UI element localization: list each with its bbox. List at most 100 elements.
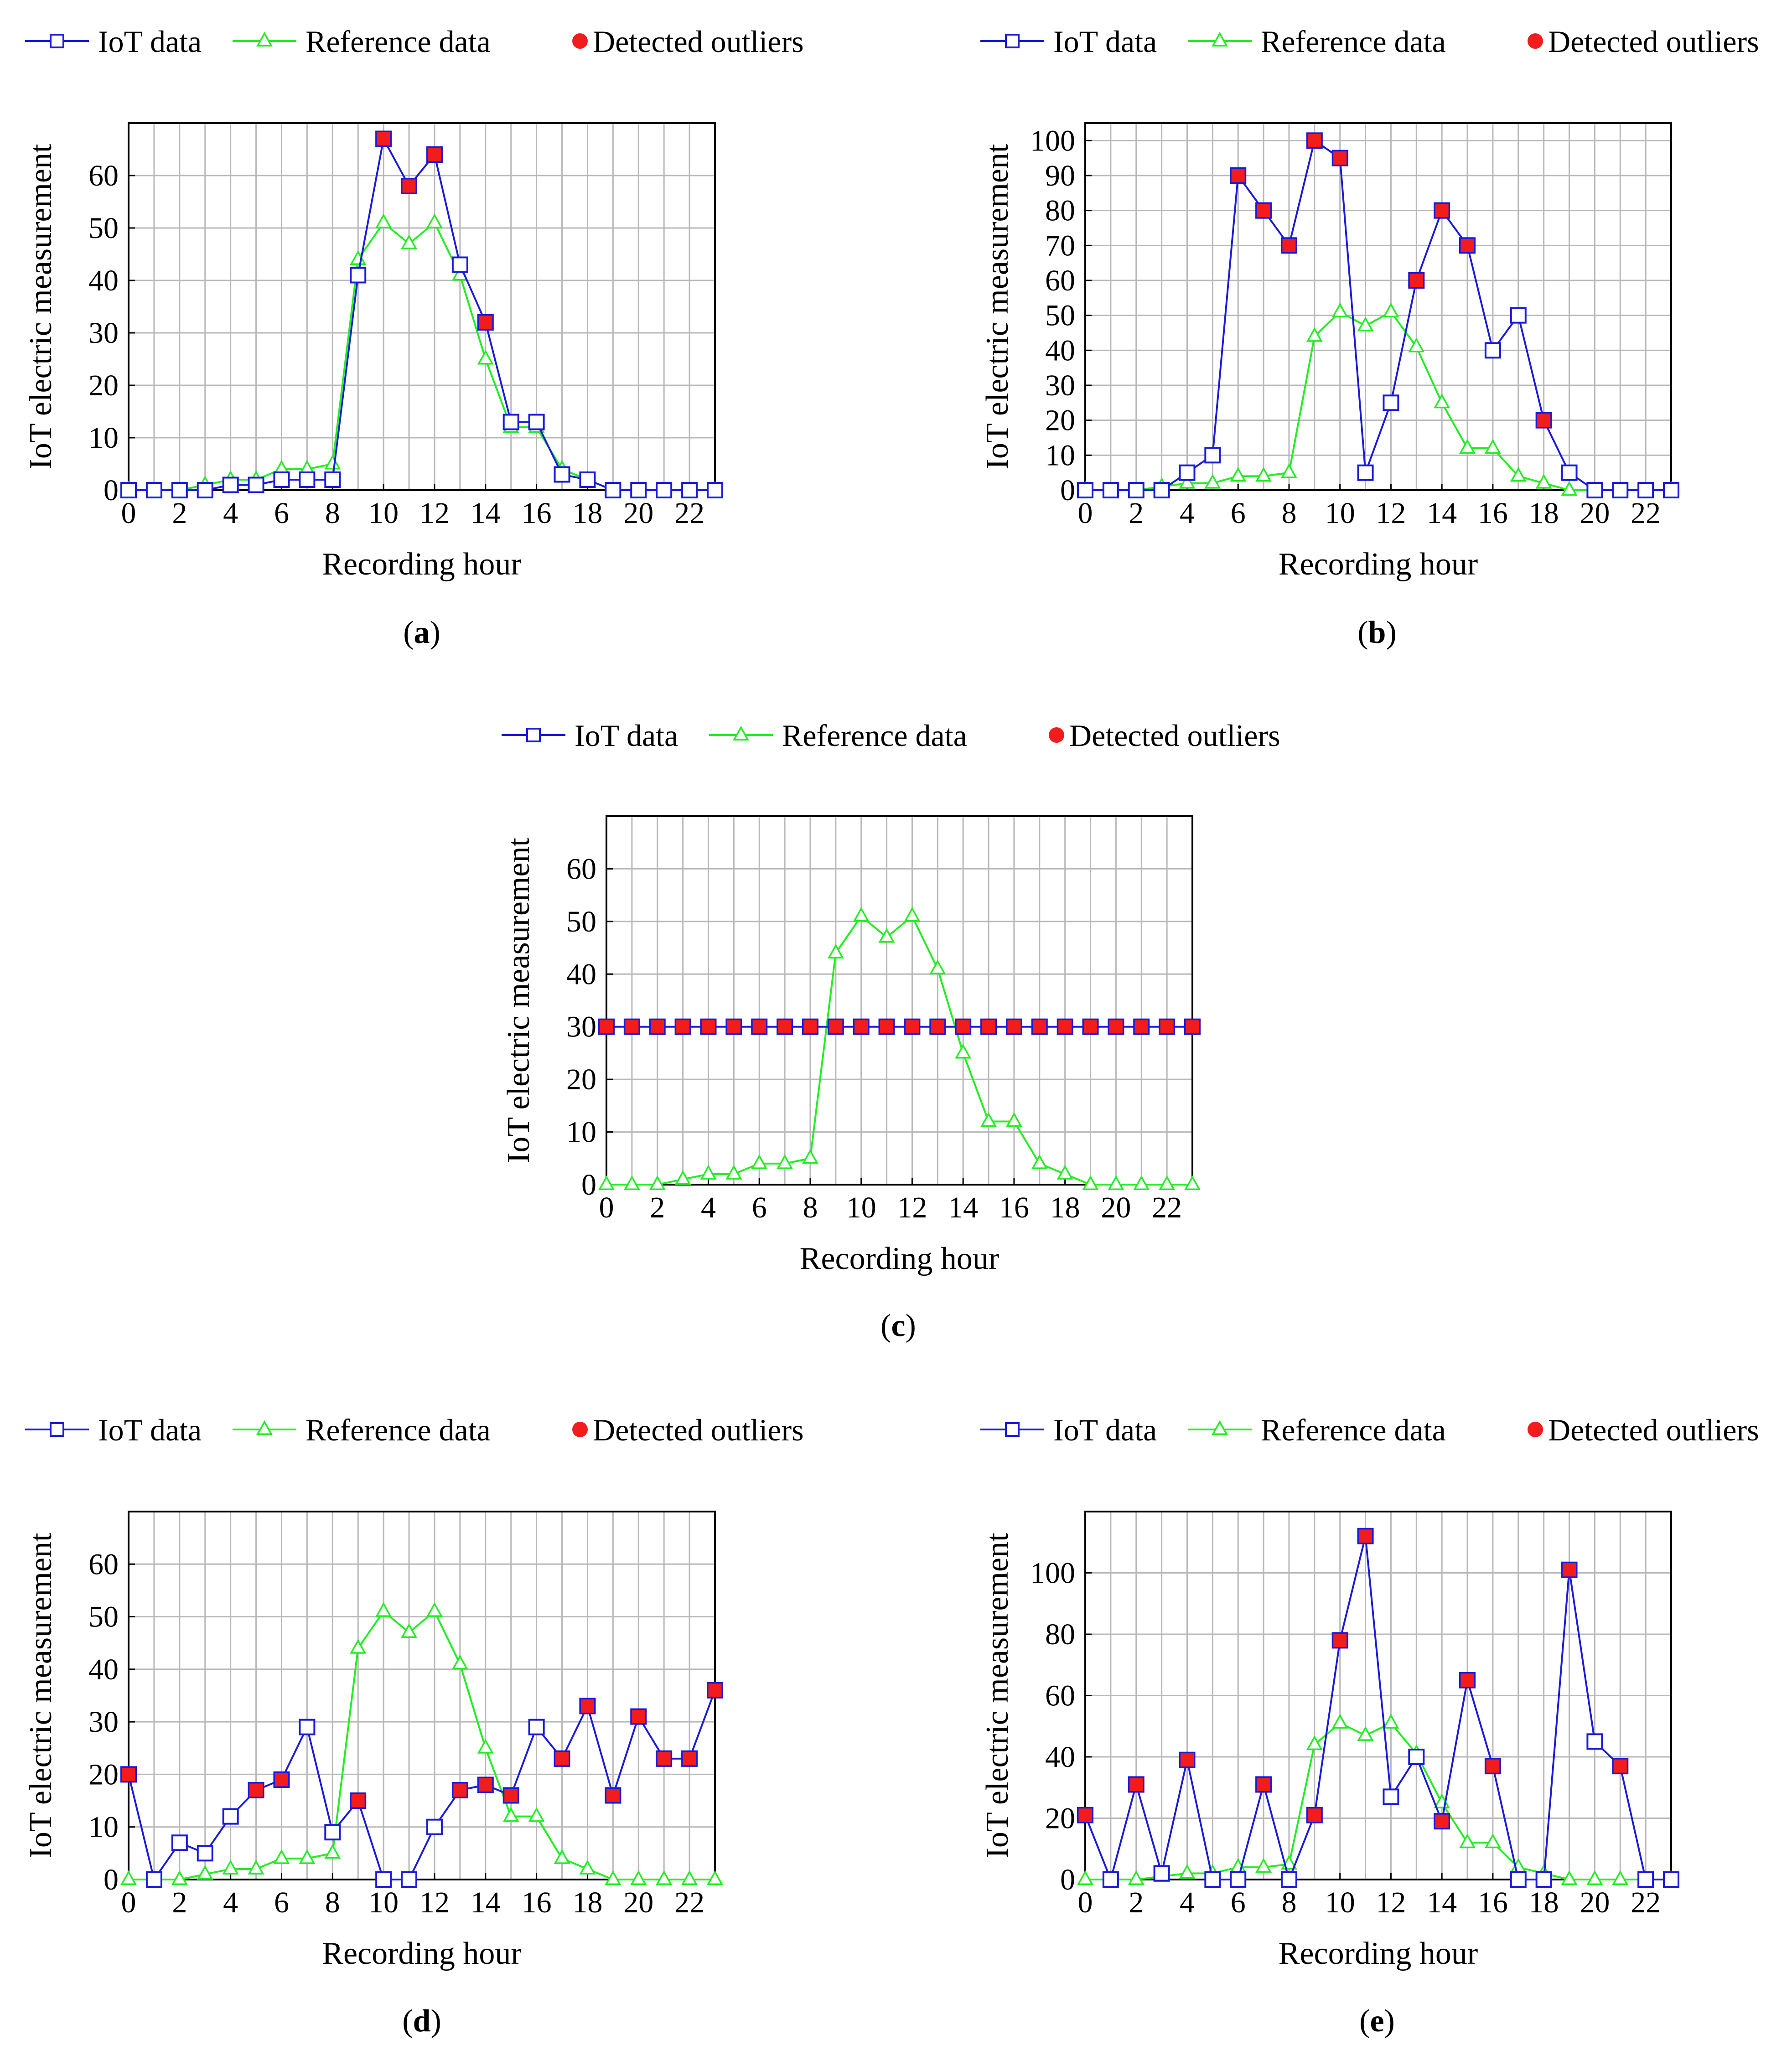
reference-point [1586, 1870, 1603, 1885]
iot-point [1561, 464, 1578, 481]
legend-outlier-label: Detected outliers [1069, 718, 1280, 753]
outlier-point [828, 1019, 844, 1035]
outlier-point [853, 1019, 870, 1035]
outlier-point [1031, 1019, 1048, 1035]
reference-point [299, 1849, 316, 1864]
y-tick-label: 0 [104, 1863, 119, 1896]
iot-point [656, 482, 673, 498]
x-tick-label: 14 [948, 1191, 978, 1224]
x-tick-label: 20 [1101, 1191, 1131, 1224]
y-tick-label: 30 [88, 316, 119, 350]
reference-point [273, 1849, 290, 1864]
iot-point [528, 1719, 545, 1735]
series-reference [120, 213, 723, 496]
x-axis-label: Recording hour [322, 1936, 521, 1971]
y-axis-label: IoT electric measurement [23, 144, 58, 469]
x-tick-label: 6 [1231, 1886, 1246, 1919]
outlier-point [554, 1750, 570, 1767]
y-tick-label: 10 [1045, 439, 1075, 472]
outlier-point [503, 1787, 519, 1804]
reference-point [605, 1870, 622, 1885]
x-tick-label: 14 [471, 1886, 501, 1919]
y-tick-label: 60 [88, 159, 119, 192]
y-axis-label: IoT electric measurement [980, 144, 1015, 469]
panel-caption-letter: d [413, 2004, 431, 2039]
reference-line [1085, 1722, 1671, 1880]
outlier-point [579, 1698, 596, 1714]
x-tick-labels: 0 2 4 6 8 10 12 14 16 18 20 22 [121, 1873, 704, 1919]
y-tick-labels: 0 10 20 30 40 50 60 [566, 852, 613, 1201]
reference-point [375, 1602, 392, 1617]
chart-panel-d: IoT data Reference data Detected outliers 0… [23, 1413, 804, 2039]
reference-point [1230, 466, 1247, 482]
iot-point [248, 476, 264, 493]
outlier-point [707, 1682, 723, 1699]
reference-line [1085, 311, 1671, 491]
reference-point [674, 1170, 691, 1185]
x-tick-label: 10 [368, 497, 399, 530]
legend-outlier-label: Detected outliers [1548, 1413, 1759, 1447]
x-tick-label: 22 [1631, 497, 1661, 530]
x-tick-label: 8 [803, 1191, 818, 1224]
reference-point [1255, 466, 1272, 482]
grid [1085, 123, 1671, 490]
x-tick-label: 10 [846, 1191, 876, 1224]
iot-point [1408, 1749, 1425, 1765]
iot-line [128, 1690, 716, 1882]
iot-point [1153, 482, 1170, 498]
y-tick-label: 60 [1045, 264, 1075, 297]
x-axis-label: Recording hour [800, 1241, 999, 1276]
reference-point [623, 1175, 640, 1191]
reference-point [1128, 1870, 1145, 1885]
reference-point [1005, 1112, 1022, 1127]
reference-point [554, 1849, 570, 1864]
legend-reference-label: Reference data [306, 24, 491, 59]
reference-point [426, 213, 443, 228]
iot-point [451, 256, 468, 273]
x-tick-label: 8 [325, 1886, 340, 1919]
y-tick-label: 60 [88, 1548, 119, 1581]
outlier-point [1485, 1758, 1501, 1774]
reference-point [1179, 1864, 1196, 1879]
reference-point [1159, 1175, 1176, 1191]
x-tick-label: 6 [274, 497, 289, 530]
legend-iot-label: IoT data [1053, 24, 1157, 59]
reference-point [1204, 474, 1221, 489]
x-tick-label: 12 [897, 1191, 927, 1224]
reference-point [1184, 1175, 1201, 1191]
reference-point [426, 1602, 443, 1617]
reference-point [1535, 474, 1552, 489]
legend-iot-label: IoT data [575, 718, 678, 753]
y-tick-label: 20 [1045, 404, 1075, 437]
x-tick-label: 4 [1180, 1886, 1195, 1919]
legend: IoT data Reference data Detected outliers [25, 1413, 804, 1447]
outlier-point [630, 1709, 647, 1725]
series-outliers [598, 1019, 1201, 1035]
x-tick-label: 4 [1180, 497, 1195, 530]
reference-point [401, 1623, 418, 1638]
x-tick-label: 22 [1631, 1886, 1661, 1919]
reference-point [1561, 1870, 1578, 1885]
iot-point [1637, 482, 1654, 498]
iot-point [1204, 1871, 1221, 1888]
legend-outlier-label: Detected outliers [593, 24, 804, 59]
iot-point [197, 1845, 213, 1862]
legend-iot-marker [1005, 1422, 1020, 1437]
legend-reference-marker [256, 31, 273, 47]
reference-point [1612, 1870, 1629, 1885]
outlier-point [1408, 272, 1424, 289]
legend-outlier-marker [572, 1422, 588, 1437]
iot-point [1357, 464, 1374, 481]
y-tick-label: 10 [566, 1116, 596, 1149]
y-axis-label: IoT electric measurement [23, 1533, 58, 1858]
reference-point [707, 1870, 723, 1885]
iot-point [1535, 1871, 1552, 1888]
outlier-point [681, 1750, 698, 1767]
series-reference [120, 1602, 723, 1885]
outlier-point [675, 1019, 691, 1035]
outlier-point [401, 178, 417, 194]
iot-point [1510, 307, 1527, 324]
y-tick-label: 50 [88, 1600, 119, 1634]
iot-point [324, 471, 341, 488]
outlier-point [350, 1792, 366, 1809]
